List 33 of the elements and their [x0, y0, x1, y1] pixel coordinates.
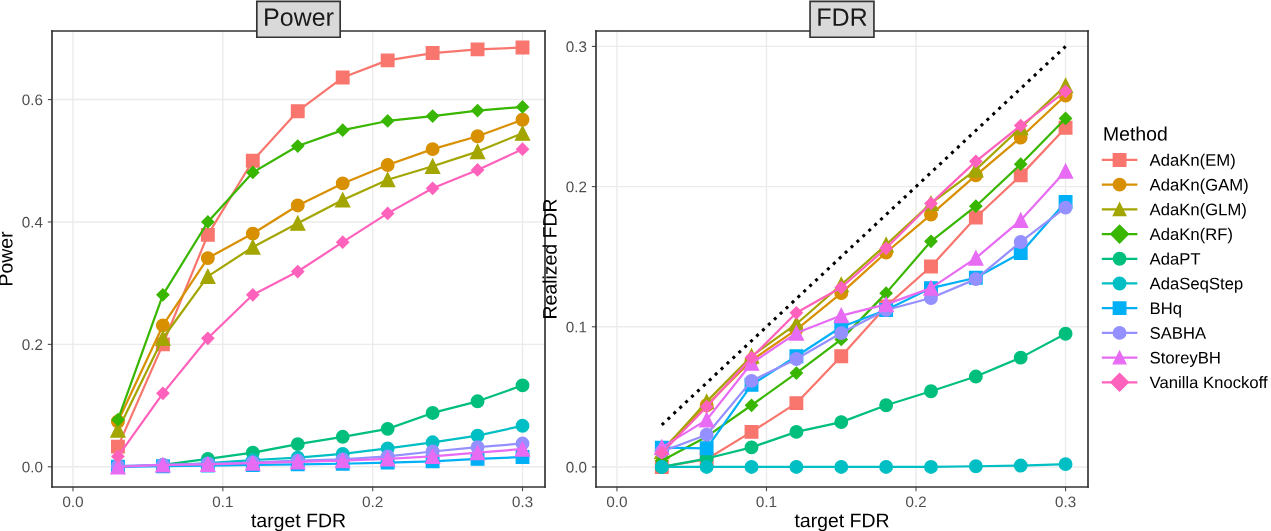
y-tick-label: 0.0	[566, 461, 587, 473]
legend-label: BHq	[1150, 302, 1181, 318]
y-tick-label: 0.6	[22, 94, 43, 106]
x-tick-label: 0.0	[606, 496, 627, 508]
legend-label: AdaKn(RF)	[1149, 227, 1232, 244]
x-tick-label: 0.0	[62, 496, 83, 508]
legend-label: StoreyBH	[1150, 351, 1220, 367]
x-tick-label: 0.1	[756, 496, 777, 508]
legend-label: AdaPT	[1149, 252, 1201, 265]
legend-label: AdaKn(EM)	[1149, 153, 1235, 170]
x-axis-title: target FDR	[251, 513, 346, 531]
y-tick-label: 0.3	[566, 41, 587, 53]
y-tick-label: 0.2	[566, 181, 587, 193]
chart-title: FDR	[818, 8, 867, 26]
y-axis-title: Power	[0, 231, 13, 285]
y-axis-title: Realized FDR	[542, 199, 557, 318]
legend-label: AdaSeqStep	[1149, 277, 1243, 293]
y-tick-label: 0.2	[22, 339, 43, 351]
y-tick-label: 0.0	[22, 461, 43, 473]
y-tick-label: 0.1	[566, 321, 587, 333]
legend-label: Vanilla Knockoff	[1149, 376, 1268, 389]
legend-label: SABHA	[1150, 327, 1207, 339]
legend-label: AdaKn(GLM)	[1149, 203, 1246, 219]
x-axis-title: target FDR	[794, 513, 889, 531]
x-tick-label: 0.2	[362, 496, 383, 508]
chart-title: Power	[265, 8, 334, 27]
y-tick-label: 0.4	[22, 216, 43, 228]
x-tick-label: 0.1	[212, 496, 233, 508]
legend-title: Method	[1104, 126, 1167, 141]
x-tick-label: 0.2	[906, 496, 926, 508]
x-tick-label: 0.3	[512, 496, 533, 508]
legend-label: AdaKn(GAM)	[1149, 178, 1248, 194]
x-tick-label: 0.3	[1055, 496, 1076, 508]
